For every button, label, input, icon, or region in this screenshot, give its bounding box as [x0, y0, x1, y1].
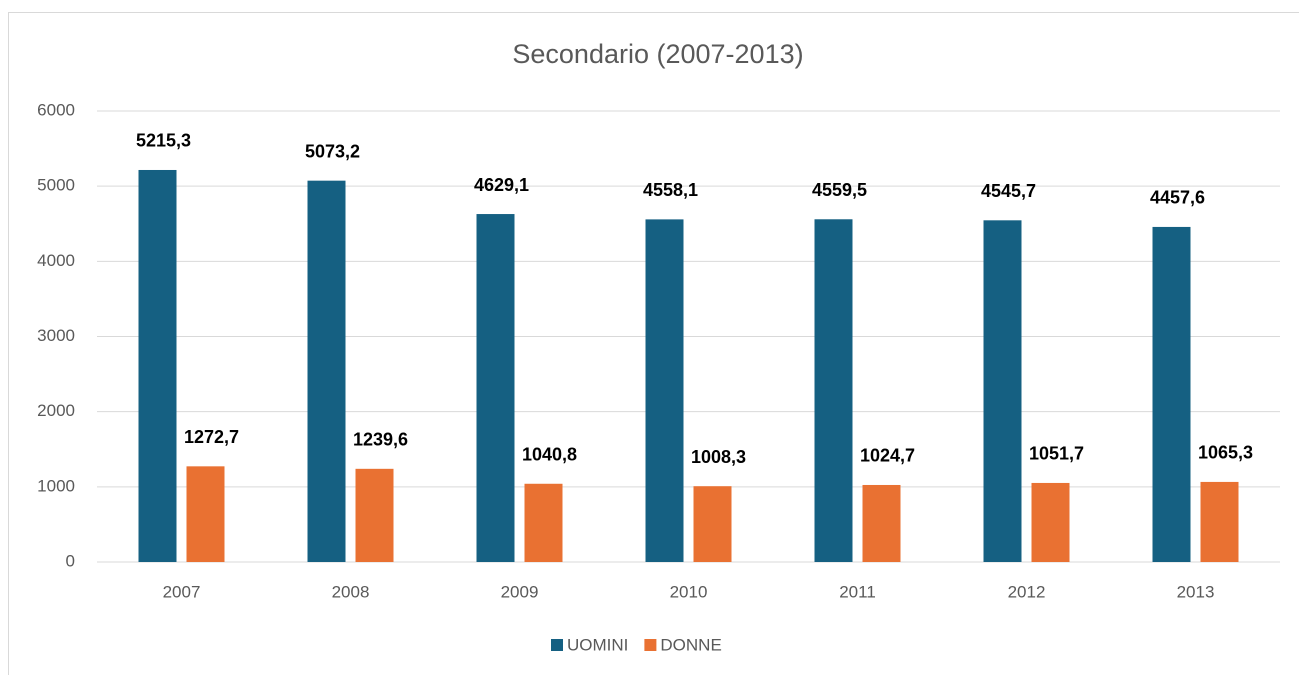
- data-label: 1051,7: [1029, 444, 1084, 464]
- x-tick-label: 2007: [163, 582, 201, 601]
- bar: [1201, 482, 1239, 562]
- bar: [525, 484, 563, 562]
- bar: [477, 214, 515, 562]
- legend-swatch: [644, 639, 656, 651]
- y-tick-label: 4000: [37, 251, 75, 270]
- bar: [356, 469, 394, 562]
- y-tick-label: 6000: [37, 100, 75, 119]
- bar: [863, 485, 901, 562]
- bar: [694, 486, 732, 562]
- x-tick-label: 2008: [332, 582, 370, 601]
- y-tick-label: 2000: [37, 401, 75, 420]
- x-tick-label: 2009: [501, 582, 539, 601]
- data-label: 1272,7: [184, 427, 239, 447]
- bar: [1153, 227, 1191, 562]
- data-label: 1065,3: [1198, 443, 1253, 463]
- y-tick-label: 0: [66, 551, 75, 570]
- data-label: 4457,6: [1150, 188, 1205, 208]
- legend-swatch: [551, 639, 563, 651]
- bar: [308, 181, 346, 562]
- legend-label: UOMINI: [567, 635, 628, 654]
- bar: [139, 170, 177, 562]
- data-label: 1008,3: [691, 447, 746, 467]
- data-label: 1024,7: [860, 446, 915, 466]
- y-tick-label: 3000: [37, 326, 75, 345]
- legend-label: DONNE: [660, 635, 721, 654]
- x-tick-label: 2013: [1177, 582, 1215, 601]
- y-tick-label: 1000: [37, 476, 75, 495]
- data-label: 4559,5: [812, 180, 867, 200]
- chart-title: Secondario (2007-2013): [512, 39, 803, 69]
- data-label: 4558,1: [643, 180, 698, 200]
- bar: [646, 219, 684, 562]
- bar: [984, 220, 1022, 562]
- y-tick-label: 5000: [37, 176, 75, 195]
- data-label: 5073,2: [305, 141, 360, 161]
- data-label: 4545,7: [981, 181, 1036, 201]
- bar: [815, 219, 853, 562]
- data-label: 1239,6: [353, 430, 408, 450]
- x-tick-label: 2011: [839, 582, 876, 601]
- bar: [187, 466, 225, 562]
- x-tick-label: 2010: [670, 582, 708, 601]
- data-label: 1040,8: [522, 445, 577, 465]
- data-label: 5215,3: [136, 131, 191, 151]
- bar: [1032, 483, 1070, 562]
- data-label: 4629,1: [474, 175, 529, 195]
- x-tick-label: 2012: [1008, 582, 1046, 601]
